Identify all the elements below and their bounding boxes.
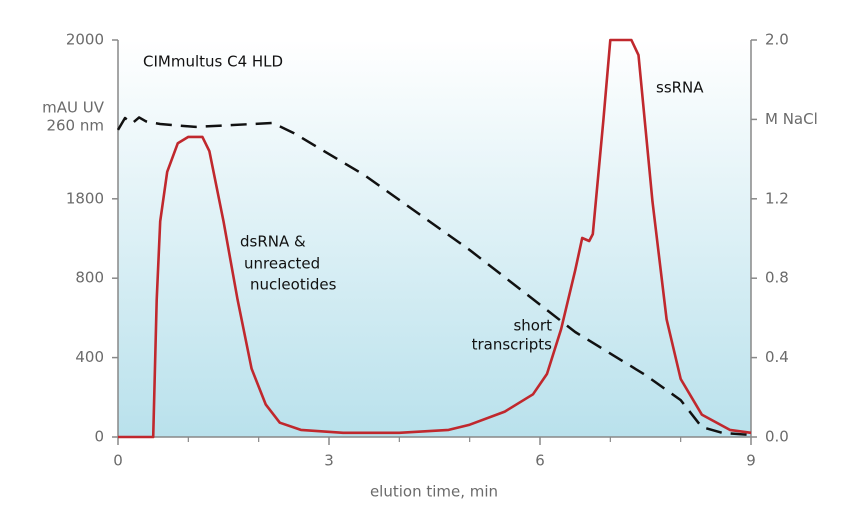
- plot-area: [118, 40, 751, 437]
- y-tick-label: 1800: [66, 189, 104, 207]
- y2-tick-label: 0.8: [765, 269, 789, 287]
- annotation: ssRNA: [656, 79, 704, 97]
- y2-tick-label: M NaCl: [765, 110, 818, 128]
- x-tick-label: 0: [113, 452, 123, 470]
- x-tick-label: 9: [746, 452, 756, 470]
- series-line: [116, 116, 752, 437]
- x-tick-label: 6: [535, 452, 545, 470]
- annotation: dsRNA &: [240, 233, 306, 251]
- y-axis-label: mAU UV: [42, 99, 105, 117]
- annotation: unreacted: [244, 255, 320, 273]
- x-tick-label: 3: [324, 452, 334, 470]
- annotation: nucleotides: [250, 276, 337, 294]
- series-line: [118, 38, 752, 439]
- annotation: transcripts: [472, 336, 553, 354]
- y-tick-label: 2000: [66, 31, 104, 49]
- y2-tick-label: 2.0: [765, 31, 789, 49]
- annotation: CIMmultus C4 HLD: [143, 53, 283, 71]
- y2-tick-label: 0.4: [765, 348, 789, 366]
- y-tick-label: 0: [94, 428, 104, 446]
- y2-tick-label: 1.2: [765, 189, 789, 207]
- y-axis-label: 260 nm: [46, 117, 104, 135]
- y2-tick-label: 0.0: [765, 428, 789, 446]
- annotation: short: [513, 317, 552, 335]
- y-tick-label: 800: [75, 269, 104, 287]
- x-axis-label: elution time, min: [370, 483, 498, 501]
- y-tick-label: 400: [75, 348, 104, 366]
